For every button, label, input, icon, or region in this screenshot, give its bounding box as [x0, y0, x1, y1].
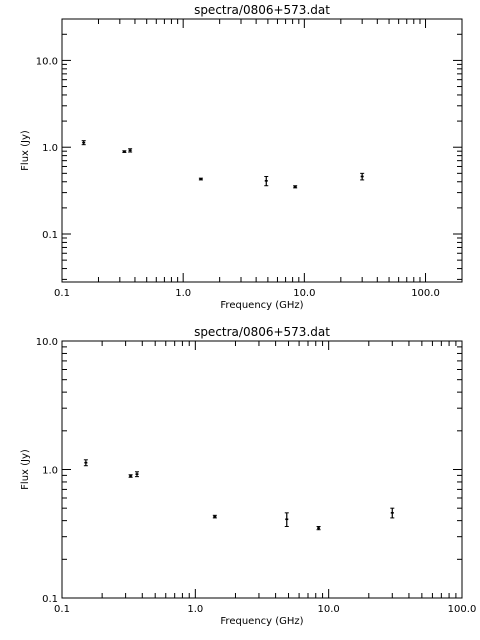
data-point — [264, 175, 269, 187]
y-tick-label: 10.0 — [36, 56, 58, 67]
data-point — [128, 474, 133, 478]
data-point — [134, 471, 139, 478]
data-point — [293, 185, 298, 189]
chart-title: spectra/0806+573.dat — [194, 325, 330, 339]
data-point-marker — [293, 185, 297, 188]
chart-panel-1: 0.1 1.0 10.0 100.0 0.1 1.0 10.0 spectra/0806+57… — [20, 3, 463, 311]
data-point — [212, 514, 217, 519]
data-point — [198, 177, 203, 181]
data-point — [360, 172, 365, 181]
y-tick-label: 1.0 — [42, 143, 58, 154]
x-tick-label: 10.0 — [293, 288, 315, 299]
y-tick-label: 1.0 — [42, 466, 58, 477]
x-tick-label: 0.1 — [54, 604, 70, 615]
data-point-marker — [213, 515, 217, 518]
data-point-marker — [82, 141, 86, 144]
x-tick-label: 0.1 — [54, 288, 70, 299]
data-point — [122, 150, 127, 153]
x-tick-label: 10.0 — [318, 604, 340, 615]
chart-title: spectra/0806+573.dat — [194, 3, 330, 17]
data-point — [390, 507, 395, 519]
data-point — [128, 148, 133, 153]
data-point — [284, 512, 289, 528]
data-point-marker — [135, 473, 139, 475]
y-tick-label: 10.0 — [36, 337, 58, 348]
data-point-marker — [264, 180, 268, 182]
data-point-marker — [84, 461, 88, 464]
data-point — [83, 459, 88, 467]
y-axis-label: Flux (Jy) — [20, 449, 31, 490]
data-point-marker — [128, 149, 132, 152]
x-tick-label: 1.0 — [187, 604, 203, 615]
y-axis-label: Flux (Jy) — [20, 130, 31, 171]
y-tick-label: 0.1 — [42, 594, 58, 605]
data-point-marker — [129, 475, 133, 477]
data-point-marker — [317, 527, 321, 529]
x-tick-label: 1.0 — [175, 288, 191, 299]
plot-frame — [61, 18, 463, 283]
data-point-marker — [199, 178, 203, 180]
data-point-marker — [122, 150, 126, 153]
x-tick-label: 100.0 — [448, 604, 477, 615]
x-axis-label: Frequency (GHz) — [220, 616, 303, 627]
x-tick-label: 100.0 — [411, 288, 440, 299]
y-tick-label: 0.1 — [42, 230, 58, 241]
data-point-marker — [360, 175, 364, 178]
data-point-marker — [390, 512, 394, 514]
data-point — [81, 140, 86, 146]
data-point — [316, 526, 321, 531]
chart-panel-2: 0.1 1.0 10.0 100.0 0.1 1.0 10.0 spectra/0806+57… — [20, 325, 476, 627]
plot-frame — [61, 340, 463, 599]
x-axis-label: Frequency (GHz) — [220, 300, 303, 311]
data-point-marker — [285, 518, 289, 521]
